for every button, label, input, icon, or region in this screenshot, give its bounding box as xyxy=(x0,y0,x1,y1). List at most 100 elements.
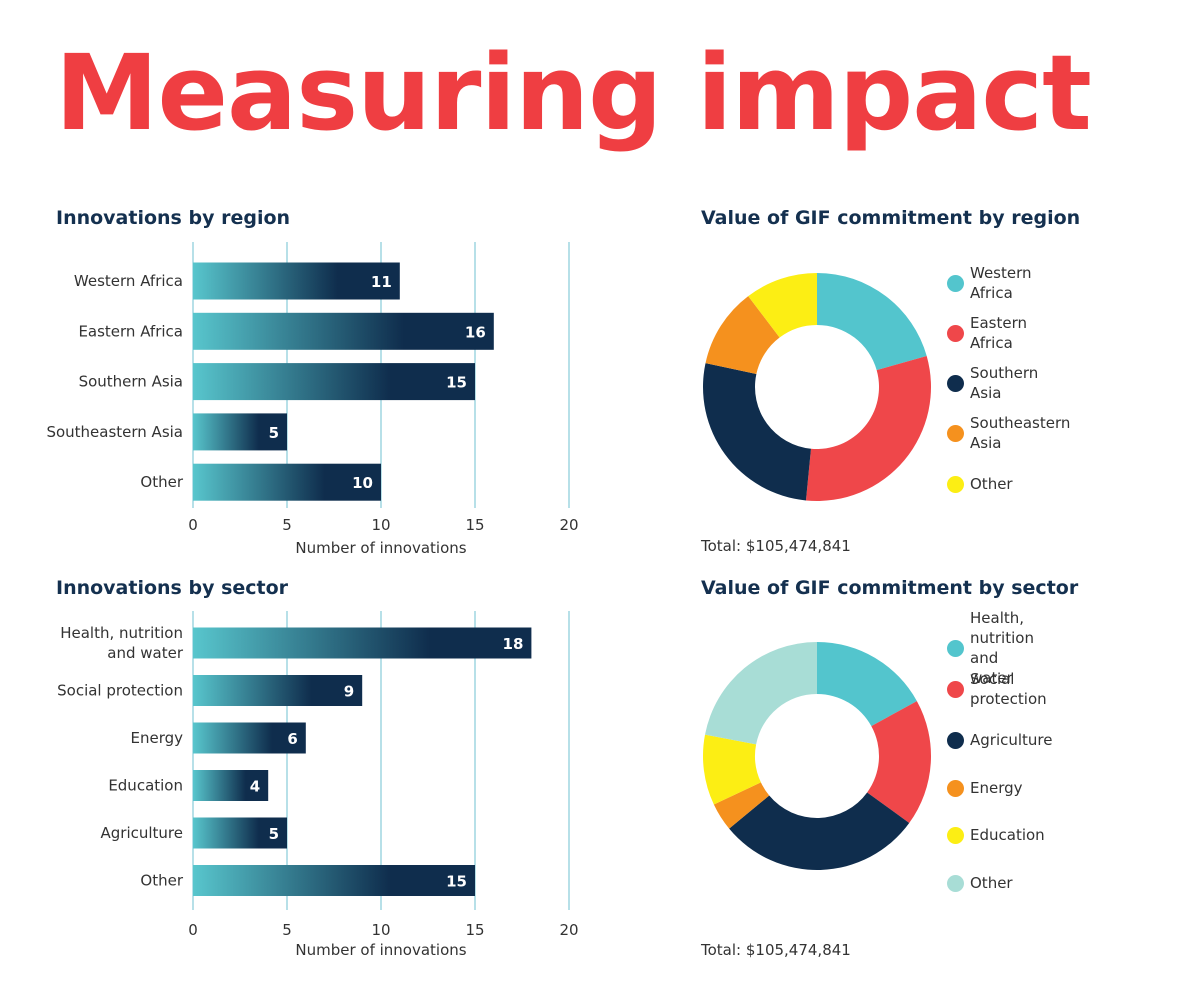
legend-label: Southeastern Asia xyxy=(970,414,1071,452)
x-axis-title: Number of innovations xyxy=(295,539,466,557)
legend-item: Energy xyxy=(947,770,1023,806)
donut-slice xyxy=(703,734,761,805)
x-tick-label: 15 xyxy=(465,516,484,534)
legend-item: Other xyxy=(947,865,1013,901)
bar-value-label: 9 xyxy=(344,683,354,701)
category-label: Other xyxy=(140,473,183,491)
category-label: Western Africa xyxy=(74,272,183,290)
x-axis-title: Number of innovations xyxy=(295,941,466,959)
legend-label: Social protection xyxy=(970,670,1047,708)
sector-pie-total: Total: $105,474,841 xyxy=(701,941,851,959)
x-tick-label: 15 xyxy=(465,921,484,939)
legend-label: Education xyxy=(970,826,1045,844)
x-tick-label: 20 xyxy=(559,516,578,534)
legend-item: Other xyxy=(947,466,1013,502)
legend-item: Western Africa xyxy=(947,264,1032,302)
legend-swatch xyxy=(947,324,964,342)
donut-slice xyxy=(713,782,770,829)
legend-swatch xyxy=(947,639,964,657)
legend-label: Health, nutrition and water xyxy=(970,609,1034,687)
bar-value-label: 16 xyxy=(465,323,486,341)
legend-swatch xyxy=(947,374,964,392)
legend-item: Education xyxy=(947,817,1045,853)
legend-label: Energy xyxy=(970,779,1023,797)
legend-swatch xyxy=(947,874,964,892)
page-title: Measuring impact xyxy=(55,32,1092,154)
legend-item: Southern Asia xyxy=(947,364,1039,402)
region-bar-chart: 0 5 10 15 20 11 Western Africa 16 Eastern Africa… xyxy=(46,242,579,557)
donut-slice xyxy=(817,273,927,371)
sector-donut-chart xyxy=(703,642,931,870)
x-tick-label: 0 xyxy=(188,921,198,939)
bar xyxy=(193,817,287,849)
donut-slice xyxy=(729,792,910,870)
legend-swatch xyxy=(947,779,964,797)
bar-value-label: 15 xyxy=(446,873,467,891)
bar-value-label: 5 xyxy=(269,825,279,843)
legend-item: Health, nutrition and water xyxy=(947,609,1034,687)
legend-label: Eastern Africa xyxy=(970,314,1028,352)
legend-swatch xyxy=(947,731,964,749)
legend-item: Agriculture xyxy=(947,722,1053,758)
bar xyxy=(193,312,494,350)
region-pie-total: Total: $105,474,841 xyxy=(701,537,851,555)
bar xyxy=(193,363,475,401)
category-label: Southeastern Asia xyxy=(46,423,183,441)
sector-bar-chart-title: Innovations by sector xyxy=(56,577,289,599)
bar-value-label: 6 xyxy=(287,730,297,748)
bar-value-label: 4 xyxy=(250,778,260,796)
sector-pie-chart-title: Value of GIF commitment by sector xyxy=(701,577,1079,599)
category-label: Agriculture xyxy=(101,824,184,842)
donut-slice xyxy=(703,363,811,501)
legend-item: Eastern Africa xyxy=(947,314,1028,352)
legend-label: Other xyxy=(970,874,1013,892)
category-label: Social protection xyxy=(57,682,183,700)
legend-swatch xyxy=(947,826,964,844)
x-tick-label: 0 xyxy=(188,516,198,534)
bar-value-label: 11 xyxy=(371,273,392,291)
x-tick-label: 10 xyxy=(371,921,390,939)
x-tick-label: 10 xyxy=(371,516,390,534)
region-pie-chart-title: Value of GIF commitment by region xyxy=(701,207,1081,229)
sector-bar-chart: 0 5 10 15 20 18 Health, nutrition and water 9 Soc… xyxy=(57,611,579,959)
bar xyxy=(193,770,269,801)
category-label: Other xyxy=(140,872,183,890)
legend-label: Southern Asia xyxy=(970,364,1039,402)
bar xyxy=(193,413,287,451)
legend-label: Other xyxy=(970,475,1013,493)
donut-slice xyxy=(705,642,817,745)
region-donut-chart xyxy=(703,273,931,502)
donut-slice xyxy=(748,273,817,338)
legend-swatch xyxy=(947,274,964,292)
x-tick-label: 20 xyxy=(559,921,578,939)
bar xyxy=(193,463,381,501)
category-label: Southern Asia xyxy=(79,373,183,391)
legend-label: Western Africa xyxy=(970,264,1032,302)
legend-label: Agriculture xyxy=(970,731,1053,749)
region-bar-chart-title: Innovations by region xyxy=(56,207,291,229)
bar xyxy=(193,675,363,706)
legend-item: Southeastern Asia xyxy=(947,414,1071,452)
bar xyxy=(193,722,306,754)
donut-slice xyxy=(817,642,917,727)
bar xyxy=(193,627,532,659)
legend-swatch xyxy=(947,680,964,698)
x-tick-label: 5 xyxy=(282,516,292,534)
legend-swatch xyxy=(947,475,964,493)
legend-swatch xyxy=(947,424,964,442)
donut-slice xyxy=(867,701,931,824)
donut-slice xyxy=(805,356,931,502)
bar xyxy=(193,262,400,300)
category-label: Eastern Africa xyxy=(78,322,183,340)
category-label: Health, nutrition and water xyxy=(60,624,184,662)
bar-value-label: 10 xyxy=(352,474,373,492)
bar xyxy=(193,865,475,896)
x-tick-label: 5 xyxy=(282,921,292,939)
category-label: Education xyxy=(108,777,183,795)
bar-value-label: 15 xyxy=(446,374,467,392)
category-label: Energy xyxy=(130,729,183,747)
legend-item: Social protection xyxy=(947,670,1047,708)
bar-value-label: 18 xyxy=(503,635,524,653)
donut-slice xyxy=(705,296,780,375)
bar-value-label: 5 xyxy=(269,424,279,442)
